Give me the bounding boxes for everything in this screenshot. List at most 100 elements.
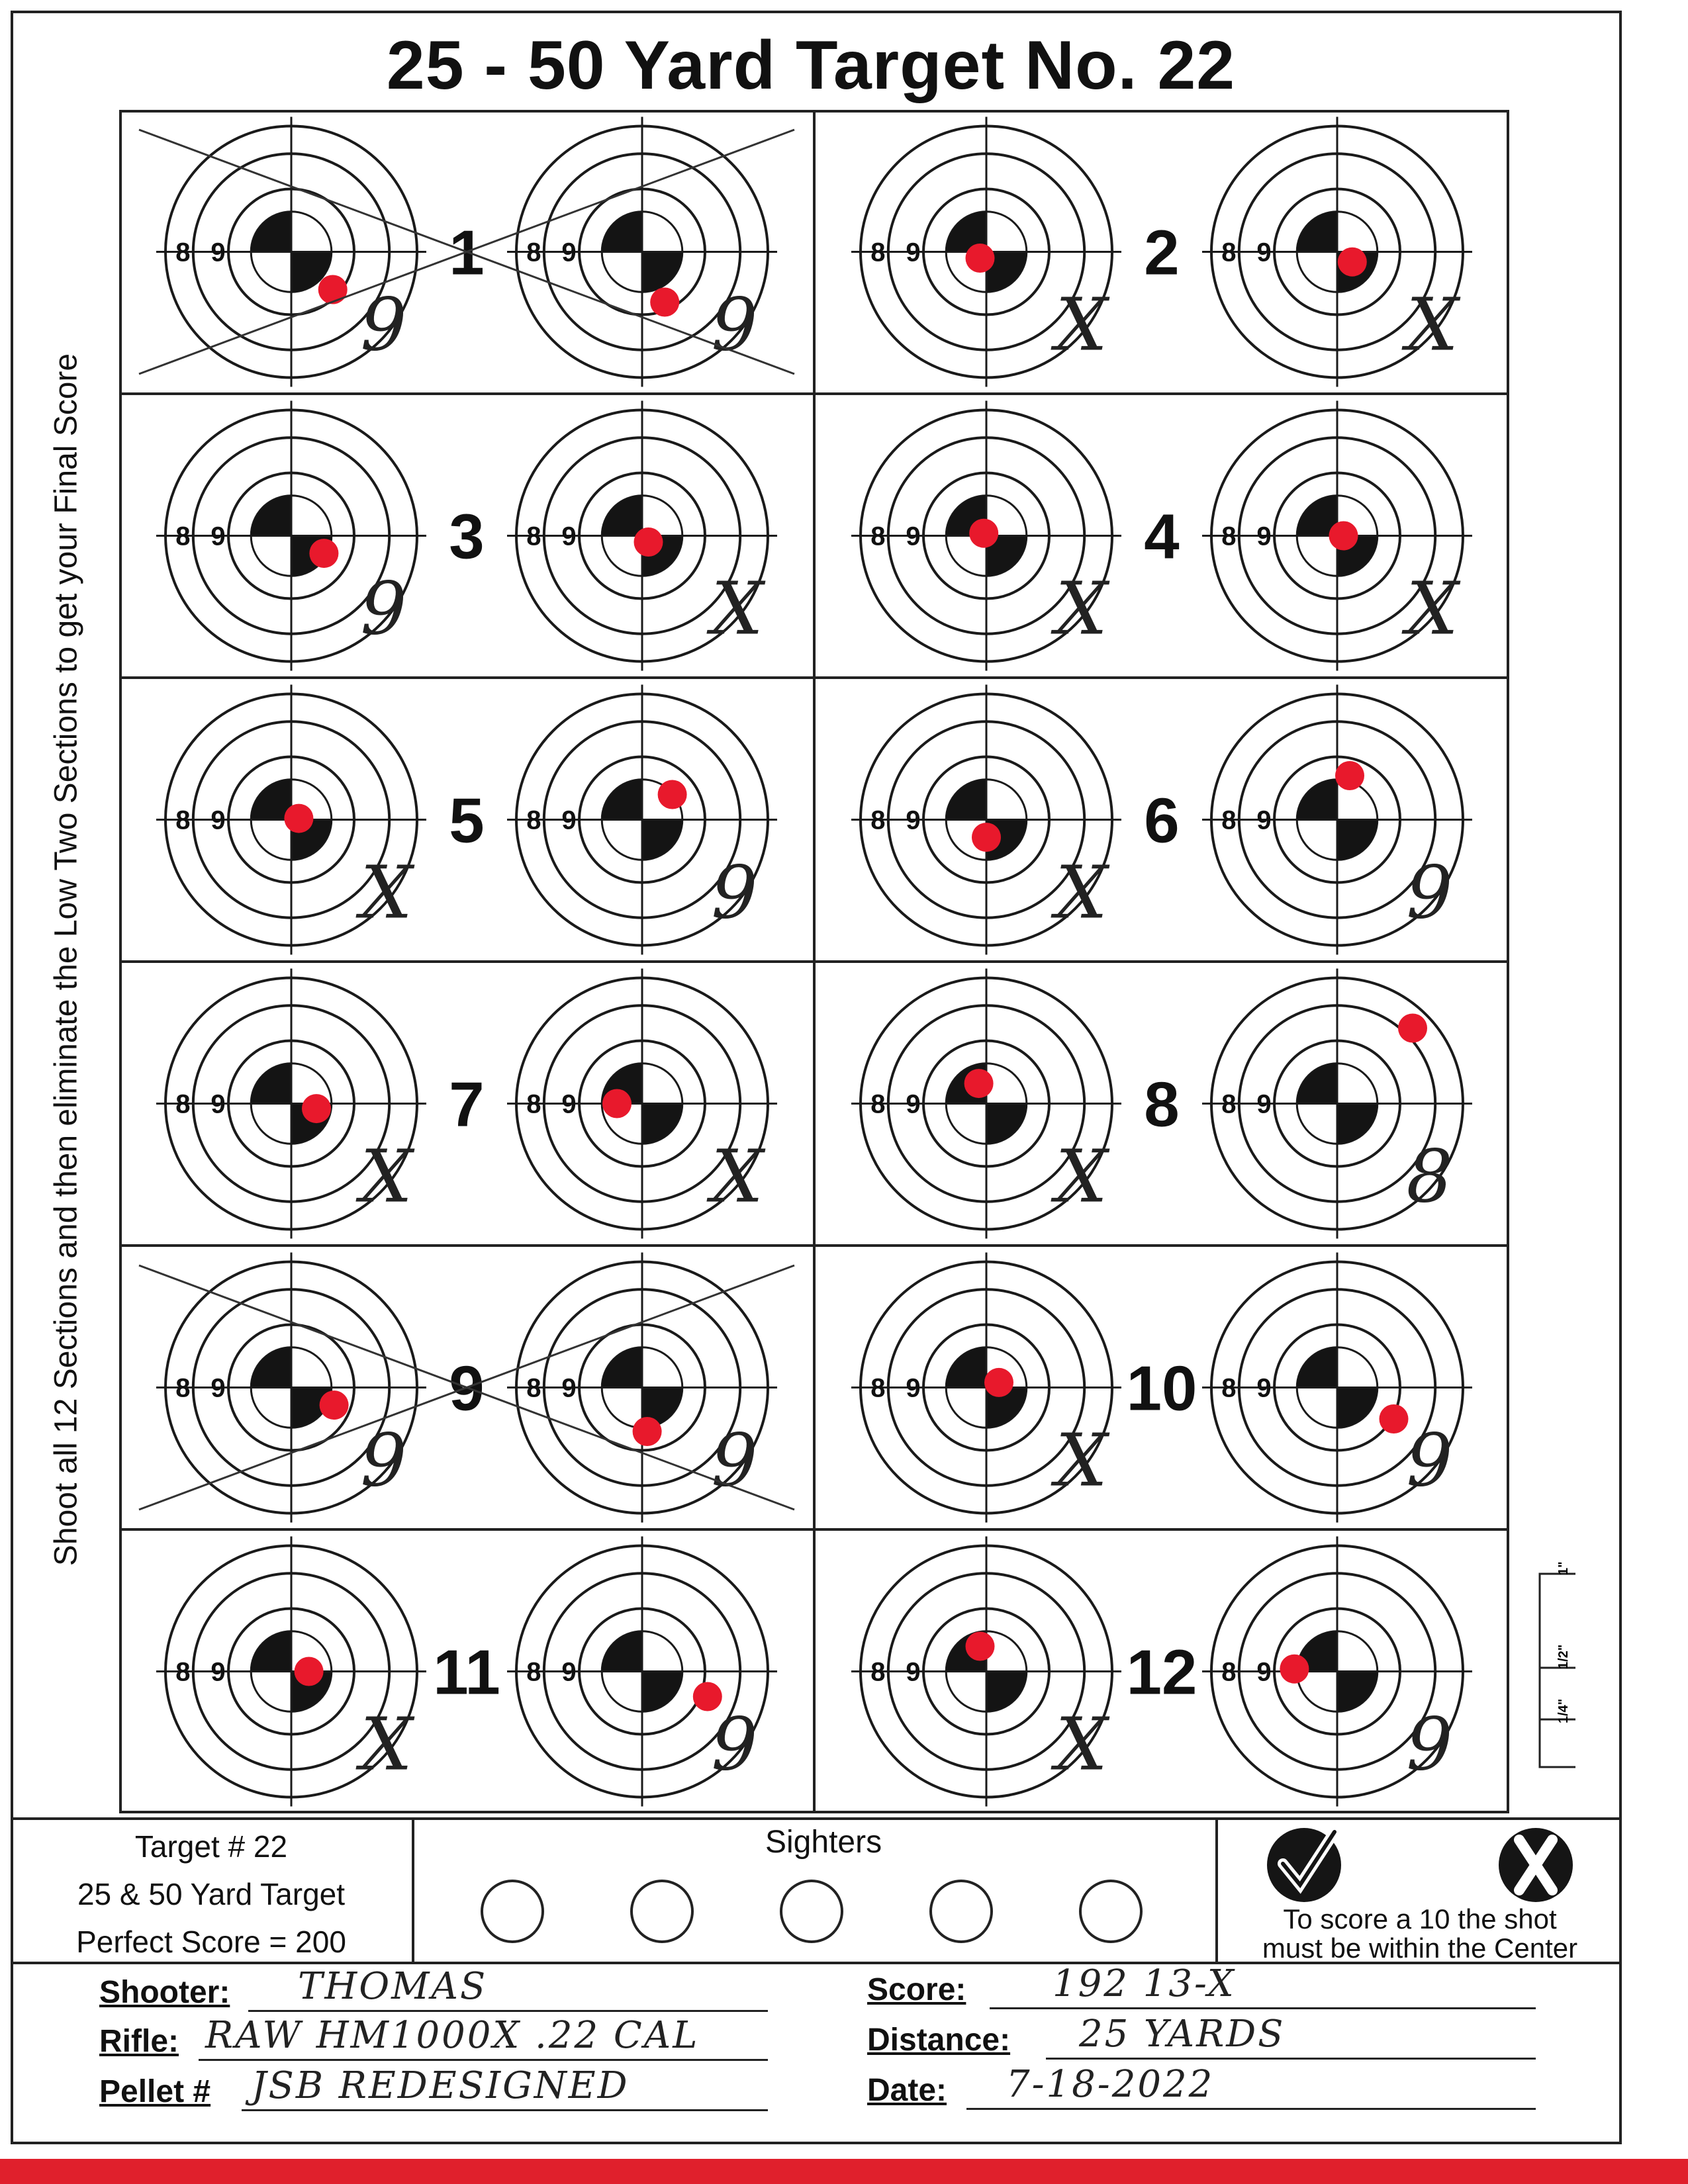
bullseye-target: 8 99 (1202, 1536, 1472, 1807)
sighter-circle (780, 1880, 843, 1943)
bullseye-target: 8 9 X (507, 968, 777, 1239)
bullseye-target: 8 99 (507, 684, 777, 955)
ring-label-9: 9 (1256, 1374, 1271, 1403)
ring-label-9: 9 (906, 1374, 920, 1403)
section-number: 11 (433, 1637, 500, 1708)
bullseye-target: 8 99 (156, 116, 426, 387)
date-field: Date: 7-18-2022 (867, 2063, 1536, 2113)
bullseye-target: 8 9 X (851, 1252, 1121, 1523)
cross-out-line (138, 1264, 795, 1511)
target-number-text: Target # 22 (134, 1829, 288, 1864)
section-7: 8 9X 8 9X 7 (156, 968, 777, 1239)
ring-label-8: 8 (1221, 1374, 1236, 1403)
targets-layer: 899899189X89X289989X389X89X489X899589X89… (119, 110, 1509, 1813)
scoring-rule-text: To score a 10 the shot must be within th… (1218, 1905, 1622, 1963)
rifle-label: Rifle: (99, 2024, 179, 2059)
shooter-label: Shooter: (99, 1975, 230, 2010)
shot-hole (657, 780, 687, 809)
section-9: 8998999 (138, 1252, 795, 1523)
shot-hole (972, 823, 1001, 852)
score-mark: 9 (1407, 1702, 1453, 1787)
shot-hole (284, 803, 314, 833)
score-mark: 9 (712, 1702, 758, 1787)
ring-label-9: 9 (1256, 522, 1271, 551)
section-number: 2 (1144, 218, 1179, 289)
bullseye-target: 8 9 X (851, 400, 1121, 671)
sighter-circle (481, 1880, 544, 1943)
bullseye-target: 8 9 X (1202, 116, 1472, 387)
ring-label-9: 9 (561, 238, 576, 267)
bullseye-target: 8 9 X (851, 968, 1121, 1239)
score-mark: X (1401, 567, 1461, 651)
sighter-circle (929, 1880, 993, 1943)
shot-hole (969, 518, 999, 548)
shot-hole (1337, 247, 1367, 277)
shot-hole (294, 1657, 324, 1686)
ring-label-8: 8 (526, 238, 541, 267)
bullseye-target: 8 99 (1202, 1252, 1472, 1523)
ring-label-9: 9 (906, 522, 920, 551)
shot-hole (309, 539, 339, 569)
section-3: 8 998 9X3 (156, 400, 777, 671)
date-value[interactable]: 7-18-2022 (1006, 2063, 1215, 2106)
ring-label-9: 9 (211, 1374, 225, 1403)
rifle-value[interactable]: RAW HM1000X .22 CAL (205, 2014, 700, 2057)
ring-label-8: 8 (870, 1658, 885, 1687)
shot-hole (650, 287, 680, 317)
bullseye-target: 8 99 (507, 1252, 777, 1523)
sheet-border (11, 11, 1622, 2144)
shot-hole (1329, 521, 1358, 551)
score-value[interactable]: 192 13-X (1053, 1962, 1236, 2005)
bullseye-target: 8 99 (156, 1252, 426, 1523)
ring-label-9: 9 (211, 522, 225, 551)
ring-label-8: 8 (870, 1374, 885, 1403)
bullseye-target: 8 9 X (1202, 400, 1472, 671)
x-icon (1514, 1835, 1558, 1895)
target-type-text: 25 & 50 Yard Target (77, 1877, 346, 1911)
score-field: Score: 192 13-X (867, 1962, 1536, 2012)
bullseye-target: 8 9 X (851, 116, 1121, 387)
ring-label-9: 9 (1256, 1090, 1271, 1119)
sighters-label: Sighters (765, 1825, 882, 1860)
pellet-label: Pellet # (99, 2074, 211, 2109)
bullseye-target: 8 9 X (156, 1536, 426, 1807)
score-mark: X (1051, 567, 1110, 651)
shooter-field: Shooter: THOMAS (99, 1965, 768, 2015)
score-mark: 8 (1407, 1134, 1453, 1219)
shooter-value[interactable]: THOMAS (298, 1965, 488, 2008)
ring-label-8: 8 (175, 238, 190, 267)
rifle-field: Rifle: RAW HM1000X .22 CAL (99, 2014, 768, 2064)
score-mark: X (355, 1134, 415, 1219)
bullseye-target: 8 9 X (851, 684, 1121, 955)
ring-label-8: 8 (526, 1090, 541, 1119)
distance-value[interactable]: 25 YARDS (1079, 2013, 1286, 2056)
ring-label-8: 8 (870, 238, 885, 267)
score-mark: 9 (361, 1418, 407, 1503)
shot-hole (984, 1367, 1013, 1397)
bullseye-target: 8 99 (507, 1536, 777, 1807)
bullseye-target: 8 99 (507, 116, 777, 387)
score-mark: X (1051, 1418, 1110, 1503)
ring-label-9: 9 (1256, 1658, 1271, 1687)
ring-label-8: 8 (526, 522, 541, 551)
ring-label-9: 9 (211, 1658, 225, 1687)
ring-label-9: 9 (561, 1658, 576, 1687)
shot-hole (318, 275, 348, 304)
score-icons (1267, 1827, 1573, 1902)
shot-hole (602, 1089, 632, 1118)
shot-hole (692, 1682, 722, 1711)
score-label: Score: (867, 1972, 966, 2007)
section-number: 7 (449, 1069, 484, 1140)
bullseye-target: 8 9 X (156, 684, 426, 955)
ring-label-9: 9 (1256, 238, 1271, 267)
section-number: 3 (449, 502, 484, 572)
shot-hole (1398, 1013, 1427, 1043)
ring-label-8: 8 (175, 806, 190, 835)
bullseye-target: 8 9 X (156, 968, 426, 1239)
ring-label-8: 8 (175, 1374, 190, 1403)
pellet-value[interactable]: JSB REDESIGNED (252, 2064, 630, 2107)
score-mark: 9 (712, 283, 758, 367)
distance-field: Distance: 25 YARDS (867, 2013, 1536, 2062)
